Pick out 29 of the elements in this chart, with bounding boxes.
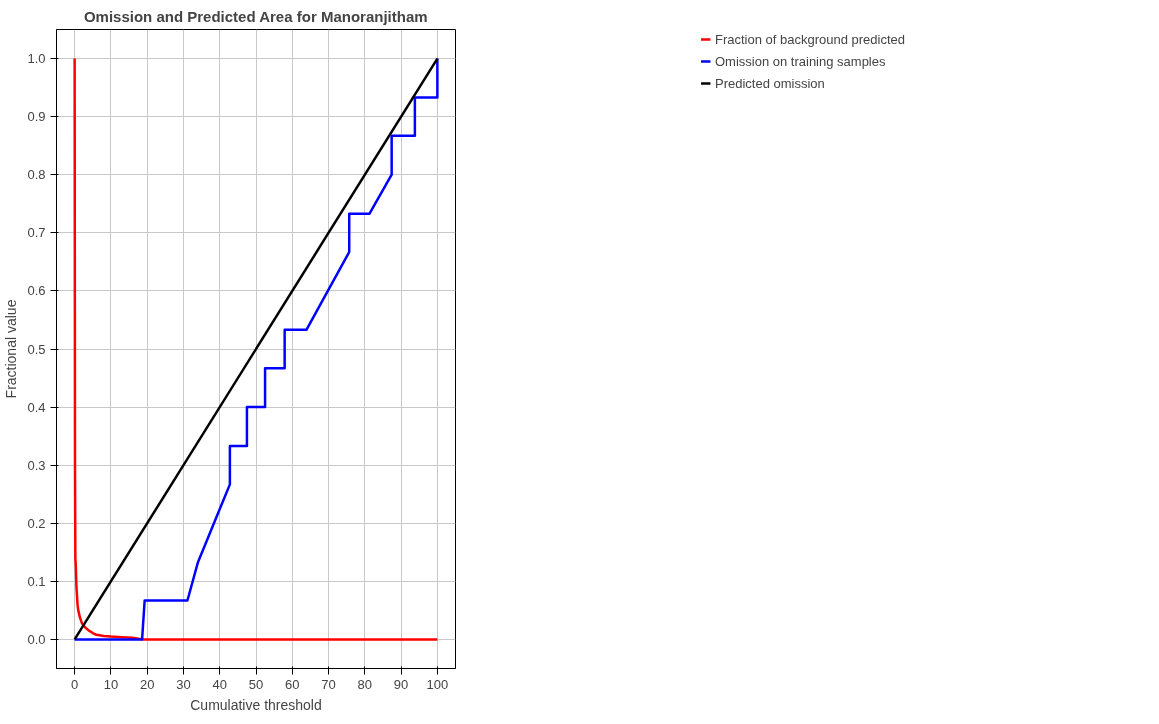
y-axis-title: Fractional value [3, 299, 20, 399]
y-tick-label: 0.9 [27, 109, 46, 125]
x-tick-label: 50 [248, 676, 264, 692]
y-tick-label: 0.6 [27, 283, 46, 299]
legend-label: Predicted omission [714, 75, 825, 91]
y-tick-label: 1.0 [27, 51, 46, 67]
y-tick-label: 0.5 [27, 341, 46, 357]
y-tick-label: 0.2 [27, 515, 46, 531]
y-tick-label: 0.3 [27, 457, 46, 473]
x-tick-label: 0 [71, 676, 79, 692]
x-tick-label: 80 [357, 676, 373, 692]
x-tick-label: 10 [103, 676, 119, 692]
y-tick-label: 0.0 [27, 631, 46, 647]
y-tick-label: 0.1 [27, 573, 46, 589]
y-tick-label: 0.4 [27, 399, 46, 415]
x-tick-label: 40 [212, 676, 227, 692]
x-tick-label: 100 [426, 676, 449, 692]
line-series [73, 57, 439, 641]
x-tick-label: 90 [393, 676, 409, 692]
x-tick-label: 20 [139, 676, 155, 692]
legend-label: Fraction of background predicted [714, 31, 906, 47]
x-tick-label: 70 [321, 676, 336, 692]
x-tick-label: 60 [285, 676, 300, 692]
y-tick-label: 0.8 [27, 167, 46, 183]
legend-label: Omission on training samples [714, 53, 886, 69]
chart-title: Omission and Predicted Area for Manoranjitham [83, 7, 428, 25]
x-tick-label: 30 [176, 676, 191, 692]
y-tick-label: 0.7 [27, 225, 46, 241]
x-axis-title: Cumulative threshold [190, 696, 322, 713]
